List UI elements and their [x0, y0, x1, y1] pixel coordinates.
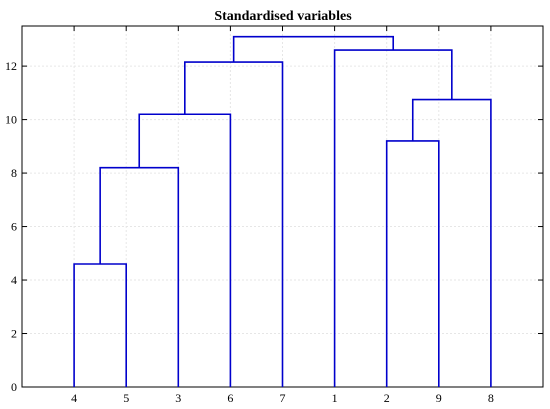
- leaf-label: 5: [123, 391, 129, 405]
- y-tick-label: 4: [11, 273, 17, 287]
- dendrogram-link: [411, 98, 492, 387]
- dendrogram-link: [385, 140, 440, 387]
- leaf-label: 3: [175, 391, 181, 405]
- chart-title: Standardised variables: [214, 9, 352, 24]
- leaf-label: 9: [436, 391, 442, 405]
- y-axis-ticks: 0 2 4 6 8 10 12: [5, 59, 543, 394]
- y-tick-label: 8: [11, 166, 17, 180]
- dendrogram-link: [333, 49, 453, 387]
- y-tick-label: 0: [11, 380, 17, 394]
- dendrogram-link: [73, 263, 127, 387]
- y-tick-label: 6: [11, 220, 17, 234]
- y-tick-label: 2: [11, 327, 17, 341]
- leaf-label: 8: [488, 391, 494, 405]
- y-tick-label: 12: [5, 59, 17, 73]
- y-tick-label: 10: [5, 113, 17, 127]
- leaf-label: 1: [332, 391, 338, 405]
- dendrogram-link: [138, 113, 232, 387]
- leaf-label: 2: [384, 391, 390, 405]
- leaf-label: 7: [280, 391, 286, 405]
- dendrogram-link: [99, 166, 180, 387]
- dendrogram-link: [184, 61, 284, 387]
- leaf-label: 4: [71, 391, 77, 405]
- leaf-label: 6: [227, 391, 233, 405]
- dendrogram-links: [73, 35, 492, 387]
- dendrogram-link: [232, 35, 395, 63]
